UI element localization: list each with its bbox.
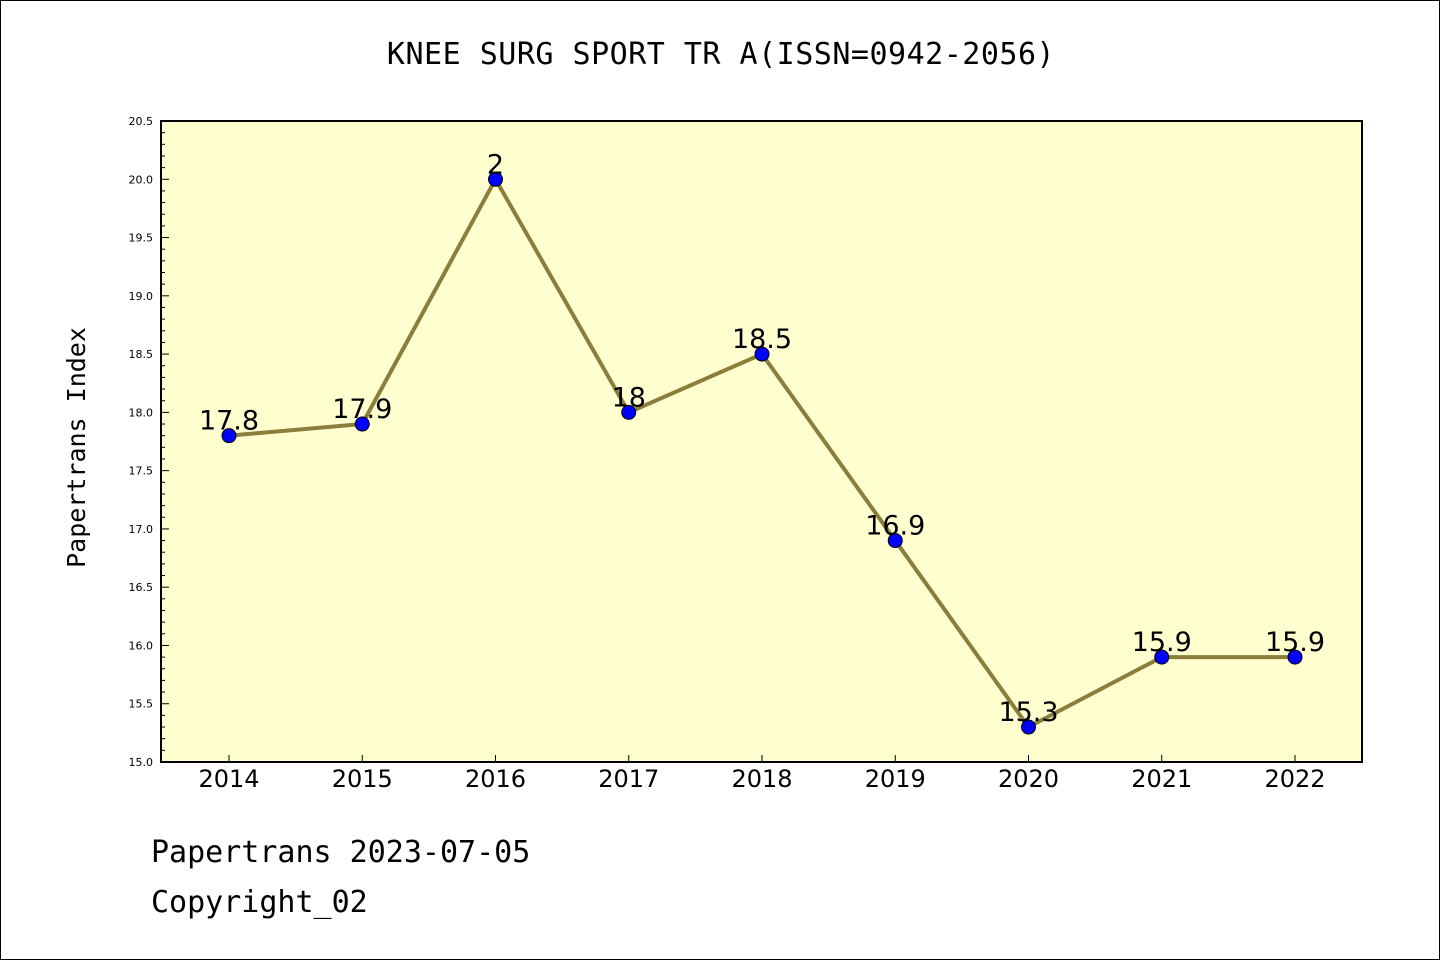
data-point	[488, 171, 503, 187]
x-tick-label: 2015	[332, 765, 393, 793]
data-point	[354, 416, 370, 432]
y-tick-label: 18.5	[129, 348, 154, 361]
data-point	[754, 346, 770, 362]
y-tick-label: 19.0	[129, 290, 154, 303]
y-tick-label: 16.5	[129, 581, 154, 594]
footer-date: Papertrans 2023-07-05	[151, 835, 531, 870]
data-point	[221, 428, 237, 444]
y-tick-label: 15.5	[129, 698, 154, 711]
x-tick-label: 2020	[998, 765, 1059, 793]
x-tick-label: 2014	[198, 765, 259, 793]
y-tick-label: 19.5	[129, 232, 154, 245]
x-tick-label: 2018	[731, 765, 792, 793]
data-label: 18	[612, 382, 646, 413]
y-axis-title: Papertrans Index	[62, 327, 91, 568]
x-tick-label: 2021	[1131, 765, 1192, 793]
plot-frame	[160, 120, 1363, 763]
data-label: 15.9	[1132, 627, 1192, 658]
y-tick-label: 18.0	[129, 406, 154, 419]
data-point	[621, 404, 637, 420]
y-tick-label: 20.0	[129, 173, 154, 186]
x-tick-label: 2019	[865, 765, 926, 793]
y-tick-label: 17.5	[129, 465, 154, 478]
y-tick-label: 16.0	[129, 639, 154, 652]
data-label: 15.9	[1265, 627, 1325, 658]
data-point	[1154, 649, 1170, 665]
footer-copyright: Copyright_02	[151, 885, 368, 920]
y-tick-label: 17.0	[129, 523, 154, 536]
data-point	[887, 533, 903, 549]
x-tick-label: 2022	[1264, 765, 1325, 793]
y-tick-label: 20.5	[129, 115, 154, 128]
data-label: 18.5	[732, 324, 792, 355]
chart-title: KNEE SURG SPORT TR A(ISSN=0942-2056)	[386, 37, 1056, 72]
x-tick-label: 2016	[465, 765, 526, 793]
data-label: 2	[487, 149, 504, 180]
data-label: 16.9	[865, 511, 925, 542]
data-point	[1021, 719, 1036, 735]
plot-area	[161, 121, 1362, 762]
data-point	[1287, 649, 1303, 665]
data-label: 17.9	[332, 394, 392, 425]
x-tick-label: 2017	[598, 765, 659, 793]
data-label: 17.8	[199, 406, 259, 437]
data-label: 15.3	[998, 697, 1058, 728]
y-tick-label: 15.0	[129, 756, 154, 769]
